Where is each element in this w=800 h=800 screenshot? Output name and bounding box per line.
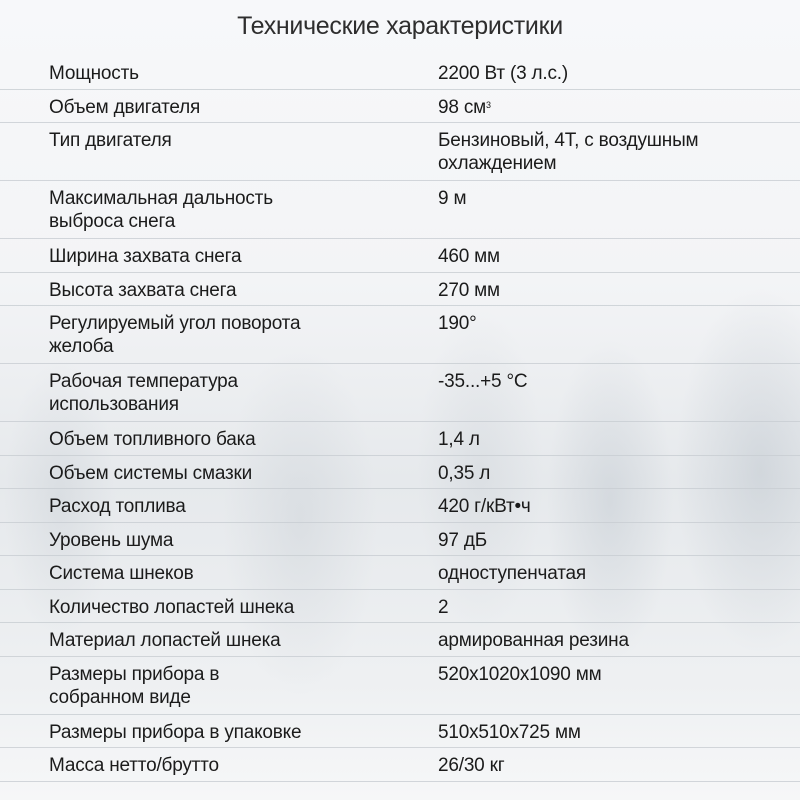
spec-label: Материал лопастей шнека	[49, 630, 281, 651]
spec-value: 520x1020x1090 мм	[438, 663, 778, 686]
spec-value: 1,4 л	[438, 428, 778, 451]
spec-row: Уровень шума 97 дБ	[0, 523, 800, 556]
spec-value: 9 м	[438, 187, 778, 210]
spec-value-text: 97 дБ	[438, 529, 487, 551]
spec-value: Бензиновый, 4Т, с воздушным охлаждением	[438, 129, 758, 175]
spec-value: армированная резина	[438, 629, 778, 652]
spec-value-text: одноступенчатая	[438, 563, 586, 584]
spec-value: 97 дБ	[438, 529, 778, 552]
spec-value: 190°	[438, 312, 778, 335]
superscript: 3	[485, 99, 491, 110]
spec-table: Мощность 2200 Вт (3 л.с.) Объем двигателя 9…	[0, 56, 800, 782]
spec-label: Объем топливного бака	[49, 429, 256, 450]
spec-value: -35...+5 °C	[438, 370, 778, 393]
spec-value: 2200 Вт (3 л.с.)	[438, 62, 778, 85]
spec-row: Высота захвата снега 270 мм	[0, 273, 800, 306]
spec-value: 510x510x725 мм	[438, 721, 778, 744]
spec-row: Мощность 2200 Вт (3 л.с.)	[0, 56, 800, 90]
spec-value-text: 2	[438, 596, 449, 618]
spec-row: Ширина захвата снега 460 мм	[0, 239, 800, 273]
spec-row: Объем системы смазки 0,35 л	[0, 456, 800, 489]
spec-value-text: -35...+5 °C	[438, 371, 528, 392]
spec-label: Высота захвата снега	[49, 279, 237, 301]
spec-value-text: 26/30 кг	[438, 755, 505, 776]
spec-label: Объем двигателя	[49, 96, 201, 118]
spec-value: одноступенчатая	[438, 562, 778, 585]
spec-row: Регулируемый угол поворота желоба 190°	[0, 306, 800, 364]
spec-value-text: 0,35 л	[438, 462, 491, 484]
spec-value: 26/30 кг	[438, 754, 778, 777]
spec-row: Масса нетто/брутто 26/30 кг	[0, 748, 800, 782]
spec-value: 98 см3	[438, 96, 778, 119]
spec-row: Количество лопастей шнека 2	[0, 590, 800, 623]
spec-label: Расход топлива	[49, 496, 186, 517]
spec-label: Количество лопастей шнека	[49, 596, 295, 618]
spec-value-text: армированная резина	[438, 630, 629, 651]
spec-row: Объем топливного бака 1,4 л	[0, 422, 800, 456]
spec-value: 270 мм	[438, 279, 778, 302]
spec-value: 0,35 л	[438, 462, 778, 485]
spec-row: Размеры прибора в собранном виде 520x1020…	[0, 657, 800, 715]
spec-value-text: 9 м	[438, 188, 467, 209]
spec-label: Максимальная дальность выброса снега	[49, 188, 273, 232]
spec-value-text: Бензиновый, 4Т, с воздушным охлаждением	[438, 130, 699, 174]
spec-label: Мощность	[49, 63, 139, 84]
spec-label: Ширина захвата снега	[49, 246, 242, 267]
spec-value: 460 мм	[438, 245, 778, 268]
spec-value-text: 2200 Вт (3 л.с.)	[438, 63, 569, 84]
spec-label: Размеры прибора в упаковке	[49, 721, 302, 743]
spec-row: Размеры прибора в упаковке 510x510x725 мм	[0, 715, 800, 748]
spec-label: Тип двигателя	[49, 130, 172, 151]
spec-value-text: 420 г/кВт•ч	[438, 496, 531, 517]
spec-value-text: 270 мм	[438, 279, 500, 301]
spec-row: Объем двигателя 98 см3	[0, 90, 800, 123]
spec-value-text: 190°	[438, 313, 477, 334]
spec-row: Система шнеков одноступенчатая	[0, 556, 800, 590]
spec-row: Материал лопастей шнека армированная рези…	[0, 623, 800, 657]
spec-label: Регулируемый угол поворота желоба	[49, 313, 301, 357]
spec-label: Объем системы смазки	[49, 462, 253, 484]
page-title: Технические характеристики	[237, 12, 563, 40]
spec-value-text: 510x510x725 мм	[438, 721, 581, 743]
spec-value-text: 520x1020x1090 мм	[438, 663, 602, 685]
spec-label: Размеры прибора в собранном виде	[49, 663, 220, 708]
spec-value: 420 г/кВт•ч	[438, 495, 778, 518]
spec-row: Максимальная дальность выброса снега 9 м	[0, 181, 800, 239]
spec-label: Рабочая температура использования	[49, 371, 238, 415]
spec-value-text: 98 см	[438, 96, 486, 118]
spec-label: Уровень шума	[49, 529, 174, 551]
spec-row: Расход топлива 420 г/кВт•ч	[0, 489, 800, 523]
spec-label: Масса нетто/брутто	[49, 755, 219, 776]
spec-row: Тип двигателя Бензиновый, 4Т, с воздушным…	[0, 123, 800, 181]
spec-label: Система шнеков	[49, 563, 194, 584]
spec-row: Рабочая температура использования -35...+…	[0, 364, 800, 422]
spec-value: 2	[438, 596, 778, 619]
spec-value-text: 460 мм	[438, 246, 500, 267]
spec-value-text: 1,4 л	[438, 429, 480, 450]
